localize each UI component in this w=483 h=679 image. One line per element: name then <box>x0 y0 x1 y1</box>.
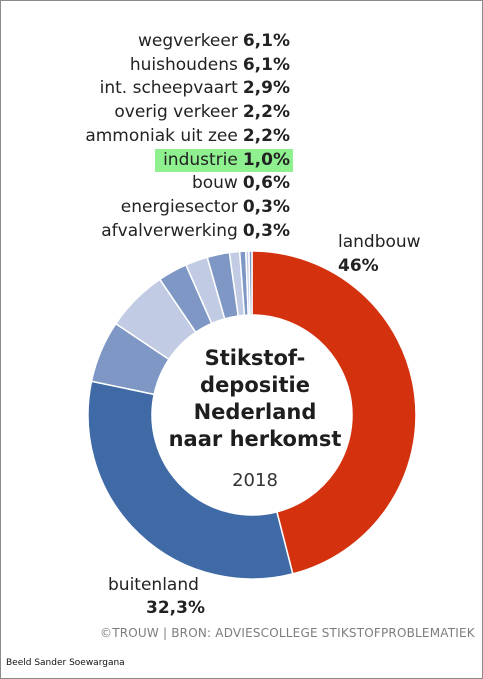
legend-item-afvalverwerking: afvalverwerking 0,3% <box>101 220 290 243</box>
legend-value: 6,1% <box>242 31 290 51</box>
legend-value: 1,0% <box>242 149 290 170</box>
legend-value: 2,2% <box>242 125 290 146</box>
legend-item-wegverkeer: wegverkeer 6,1% <box>138 30 290 53</box>
value-buitenland: 32,3% <box>146 598 205 618</box>
value-landbouw: 46% <box>338 256 379 276</box>
legend-label: bouw <box>191 173 238 194</box>
label-buitenland: buitenland <box>108 575 199 595</box>
legend-value: 0,6% <box>242 173 290 194</box>
legend-value: 2,9% <box>242 78 290 99</box>
legend-value: 2,2% <box>242 102 290 123</box>
chart-title: Stikstof- depositie Nederland naar herko… <box>165 345 345 453</box>
legend-label: huishoudens <box>129 54 238 75</box>
legend-item-energiesector: energiesector 0,3% <box>121 196 290 219</box>
label-landbouw: landbouw <box>338 232 421 252</box>
legend-label: industrie <box>163 149 238 170</box>
legend-label: int. scheepvaart <box>99 78 238 99</box>
legend-item-bouw: bouw 0,6% <box>192 172 290 195</box>
legend-item-huishoudens: huishoudens 6,1% <box>130 54 290 77</box>
image-credit: Beeld Sander Soewargana <box>6 658 125 668</box>
legend-label: ammoniak uit zee <box>85 125 238 146</box>
legend-item-ammoniak-uit-zee: ammoniak uit zee 2,2% <box>85 125 290 148</box>
legend-label: overig verkeer <box>114 102 238 123</box>
legend-value: 6,1% <box>242 54 290 75</box>
legend-value: 0,3% <box>242 196 290 217</box>
chart-year: 2018 <box>232 470 278 491</box>
title-line-1: Stikstof- <box>204 346 306 370</box>
slice-afvalverwerking <box>248 250 253 316</box>
title-line-4: naar herkomst <box>168 427 342 451</box>
legend-item-overig-verkeer: overig verkeer 2,2% <box>114 101 290 124</box>
legend-item-int-scheepvaart: int. scheepvaart 2,9% <box>100 77 290 100</box>
title-line-3: Nederland <box>193 400 317 424</box>
slice-landbouw <box>251 250 417 575</box>
title-line-2: depositie <box>200 373 310 397</box>
slice-buitenland <box>87 380 294 580</box>
source-note: ©TROUW | BRON: ADVIESCOLLEGE STIKSTOFPRO… <box>100 626 475 640</box>
legend-item-industrie: industrie 1,0% <box>155 148 293 172</box>
legend-value: 0,3% <box>242 220 290 241</box>
legend-label: energiesector <box>120 196 238 217</box>
legend-label: afvalverwerking <box>101 220 238 241</box>
legend-label: wegverkeer <box>138 31 238 51</box>
